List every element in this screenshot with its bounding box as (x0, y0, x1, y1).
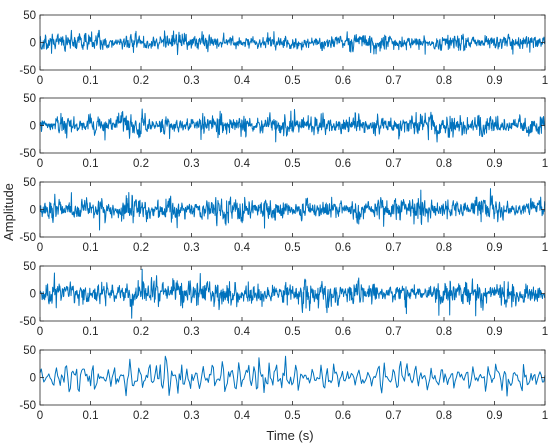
x-tick-label: 0.2 (133, 242, 149, 254)
x-tick-label: 0.9 (487, 410, 503, 422)
x-tick-label: 0.4 (234, 326, 251, 338)
y-tick-label: -50 (19, 65, 36, 77)
x-tick-label: 1 (542, 158, 548, 170)
x-tick-label: 0.7 (386, 326, 402, 338)
x-tick-label: 0.5 (285, 242, 301, 254)
x-tick-label: 0.4 (234, 158, 251, 170)
x-tick-label: 0.6 (335, 326, 351, 338)
x-tick-label: 0.4 (234, 410, 251, 422)
x-tick-label: 0 (37, 158, 43, 170)
x-tick-label: 0.2 (133, 326, 149, 338)
x-tick-label: 0.6 (335, 158, 351, 170)
x-tick-label: 0.1 (83, 158, 99, 170)
x-tick-label: 0.2 (133, 75, 149, 87)
x-tick-label: 0.7 (386, 242, 402, 254)
x-tick-label: 0.3 (184, 75, 200, 87)
x-tick-label: 0.9 (487, 158, 503, 170)
x-tick-label: 0.2 (133, 410, 149, 422)
y-axis-title: Amplitude (1, 183, 16, 241)
x-tick-label: 0.2 (133, 158, 149, 170)
x-tick-label: 0.1 (83, 410, 99, 422)
x-tick-label: 1 (542, 410, 548, 422)
signal-trace-4 (39, 268, 546, 319)
x-tick-label: 0.5 (285, 75, 301, 87)
y-tick-label: 0 (30, 38, 36, 50)
x-tick-label: 0.7 (386, 410, 402, 422)
x-tick-label: 0.4 (234, 242, 251, 254)
y-tick-label: 50 (23, 10, 36, 22)
x-tick-label: 0.1 (83, 242, 99, 254)
x-tick-label: 0.8 (436, 410, 452, 422)
x-tick-label: 1 (542, 242, 548, 254)
x-tick-label: 0.5 (285, 158, 301, 170)
y-tick-label: -50 (19, 148, 36, 160)
x-tick-label: 1 (542, 326, 548, 338)
y-tick-label: 50 (23, 261, 36, 273)
x-tick-label: 0.6 (335, 242, 351, 254)
signal-trace-3 (39, 188, 546, 231)
y-tick-label: -50 (19, 232, 36, 244)
x-tick-label: 0.8 (436, 326, 452, 338)
x-tick-label: 0.9 (487, 242, 503, 254)
y-tick-label: 0 (30, 205, 36, 217)
signal-trace-1 (39, 29, 546, 56)
y-tick-label: 50 (23, 177, 36, 189)
x-tick-label: 0.9 (487, 75, 503, 87)
x-tick-label: 0.1 (83, 75, 99, 87)
y-tick-label: 50 (23, 345, 36, 357)
x-tick-label: 0.7 (386, 158, 402, 170)
signal-trace-2 (39, 108, 546, 143)
y-tick-label: 50 (23, 93, 36, 105)
x-tick-label: 0.5 (285, 326, 301, 338)
x-tick-label: 0.8 (436, 242, 452, 254)
x-tick-label: 0.1 (83, 326, 99, 338)
x-tick-label: 0 (37, 242, 43, 254)
x-axis-title: Time (s) (266, 428, 313, 443)
x-tick-label: 0.8 (436, 75, 452, 87)
x-tick-label: 0 (37, 410, 43, 422)
x-tick-label: 0.3 (184, 410, 200, 422)
y-tick-label: -50 (19, 316, 36, 328)
x-tick-label: 0.3 (184, 326, 200, 338)
x-tick-label: 0.3 (184, 242, 200, 254)
y-tick-label: 0 (30, 121, 36, 133)
x-tick-label: 0 (37, 326, 43, 338)
y-tick-label: 0 (30, 373, 36, 385)
x-tick-label: 0.4 (234, 75, 251, 87)
x-tick-label: 0.9 (487, 326, 503, 338)
x-tick-label: 0.5 (285, 410, 301, 422)
signal-trace-5 (39, 355, 546, 397)
x-tick-label: 0.7 (386, 75, 402, 87)
x-tick-label: 0.6 (335, 75, 351, 87)
y-tick-label: 0 (30, 289, 36, 301)
x-tick-label: 0 (37, 75, 43, 87)
x-tick-label: 1 (542, 75, 548, 87)
x-tick-label: 0.3 (184, 158, 200, 170)
x-tick-label: 0.6 (335, 410, 351, 422)
y-tick-label: -50 (19, 400, 36, 412)
x-tick-label: 0.8 (436, 158, 452, 170)
